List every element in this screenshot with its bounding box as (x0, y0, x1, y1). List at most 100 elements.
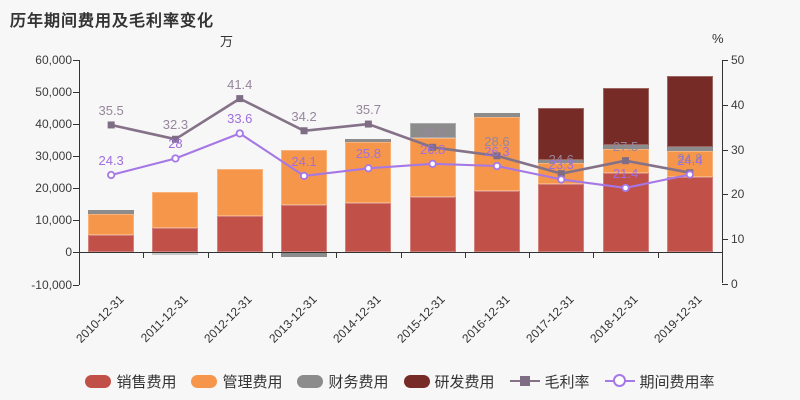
x-axis-label-2011: 2011-12-31 (137, 292, 191, 345)
bar-segment-sales-2019 (666, 176, 713, 253)
marker-gross-margin-2012 (236, 95, 244, 103)
x-axis-label-2019: 2019-12-31 (651, 292, 706, 346)
bar-segment-sales-2011 (152, 227, 199, 253)
right-axis-tick (722, 238, 728, 240)
marker-expense-ratio-2011 (171, 154, 180, 163)
value-label-gross-margin-2018: 27.5 (612, 138, 639, 154)
marker-gross-margin-2013 (300, 127, 308, 135)
bar-segment-finance-2011 (152, 252, 199, 255)
legend-item-admin[interactable]: 管理费用 (191, 371, 282, 392)
x-axis-tick (207, 252, 209, 259)
left-axis-tick (73, 220, 79, 222)
bar-segment-sales-2015 (409, 197, 456, 253)
value-label-gross-margin-2017: 24.6 (548, 151, 574, 167)
x-axis-tick (529, 252, 531, 259)
value-label-gross-margin-2011: 32.3 (162, 117, 189, 133)
bar-segment-sales-2014 (345, 202, 392, 253)
right-axis-tick (722, 194, 728, 196)
left-axis-tick (73, 92, 79, 94)
right-axis-tick (722, 60, 728, 62)
bar-segment-finance-2013 (281, 252, 328, 257)
bar-segment-sales-2013 (281, 204, 328, 253)
left-axis-tick (73, 188, 79, 190)
legend-item-expense-ratio[interactable]: 期间费用率 (604, 371, 715, 392)
marker-expense-ratio-2010 (107, 170, 116, 180)
bar-segment-sales-2018 (602, 173, 649, 253)
legend-swatch-finance (297, 374, 324, 388)
right-axis-tick-label: 30 (731, 142, 745, 157)
legend-swatch-rd (403, 374, 430, 388)
bar-segment-admin-2012 (216, 169, 263, 217)
left-axis-tick (73, 252, 79, 254)
legend-label-rd: 研发费用 (434, 373, 495, 391)
bar-segment-rd-2018 (602, 87, 649, 145)
legend-swatch-sales (85, 374, 112, 388)
bar-segment-sales-2017 (538, 184, 585, 253)
left-axis-tick-label: 0 (65, 245, 72, 260)
value-label-gross-margin-2013: 34.2 (291, 108, 317, 124)
right-axis-tick-label: 50 (731, 53, 745, 68)
legend-label-expense-ratio: 期间费用率 (639, 373, 715, 391)
value-label-expense-ratio-2014: 25.8 (355, 146, 381, 162)
value-label-expense-ratio-2012: 33.6 (227, 111, 253, 127)
legend-marker-expense-ratio (604, 374, 635, 388)
legend-item-gross-margin[interactable]: 毛利率 (509, 371, 590, 392)
value-label-gross-margin-2015: 30.5 (419, 125, 446, 141)
marker-expense-ratio-2012 (235, 129, 244, 138)
value-label-expense-ratio-2011: 28 (168, 136, 183, 152)
legend-label-admin: 管理费用 (222, 373, 283, 391)
legend-label-finance: 财务费用 (328, 373, 389, 391)
right-axis-line (722, 60, 723, 284)
x-axis-tick (336, 252, 338, 259)
value-label-gross-margin-2016: 28.6 (484, 133, 510, 149)
x-axis-tick (657, 252, 659, 259)
right-axis-tick-label: 20 (731, 187, 745, 202)
value-label-expense-ratio-2010: 24.3 (98, 152, 124, 168)
x-axis-tick (400, 252, 402, 259)
right-axis-tick (722, 104, 728, 106)
left-axis-tick-label: 60,000 (35, 53, 72, 67)
left-axis-tick-label: -10,000 (31, 277, 72, 292)
left-axis-tick-label: 20,000 (35, 181, 72, 196)
x-axis-label-2016: 2016-12-31 (458, 292, 513, 346)
value-label-expense-ratio-2015: 26.8 (419, 141, 446, 157)
x-axis-label-2012: 2012-12-31 (201, 292, 255, 346)
x-axis-label-2014: 2014-12-31 (330, 292, 384, 346)
x-axis-tick (464, 252, 466, 259)
chart-title: 历年期间费用及毛利率变化 (10, 13, 215, 30)
left-axis-tick (73, 124, 79, 126)
bar-segment-rd-2019 (666, 75, 713, 148)
left-axis-tick-label: 30,000 (35, 149, 72, 164)
x-axis-tick (593, 252, 595, 259)
value-label-gross-margin-2019: 24.8 (677, 150, 703, 166)
left-axis-unit: 万 (220, 34, 234, 49)
legend-label-sales: 销售费用 (116, 373, 177, 391)
value-label-expense-ratio-2019: 24.4 (677, 152, 703, 168)
left-axis-tick-label: 50,000 (35, 85, 72, 100)
value-label-gross-margin-2010: 35.5 (98, 102, 124, 118)
x-axis-label-2013: 2013-12-31 (265, 292, 320, 346)
legend: 销售费用 管理费用 财务费用 研发费用 毛利率 期间费用率 (0, 367, 800, 395)
bar-segment-sales-2012 (216, 216, 263, 253)
right-axis-tick (722, 283, 728, 285)
x-axis-tick (143, 252, 145, 259)
legend-item-finance[interactable]: 财务费用 (297, 371, 389, 392)
value-label-expense-ratio-2016: 26.3 (484, 144, 510, 160)
value-label-gross-margin-2012: 41.4 (227, 76, 253, 92)
marker-gross-margin-2010 (107, 121, 115, 129)
right-axis-tick-label: 40 (731, 97, 745, 112)
right-axis-tick-label: 10 (731, 231, 745, 246)
legend-label-gross-margin: 毛利率 (544, 373, 590, 391)
legend-swatch-admin (191, 374, 218, 388)
right-axis-tick (722, 149, 728, 151)
x-axis-label-2010: 2010-12-31 (73, 292, 127, 346)
x-axis-label-2015: 2015-12-31 (394, 292, 448, 346)
legend-item-rd[interactable]: 研发费用 (403, 371, 495, 392)
bar-segment-sales-2016 (473, 190, 520, 253)
legend-item-sales[interactable]: 销售费用 (85, 371, 176, 392)
x-axis-tick (722, 252, 723, 259)
x-axis-label-2018: 2018-12-31 (587, 292, 641, 346)
right-axis-tick-label: 0 (731, 276, 738, 291)
x-axis-tick (271, 252, 273, 259)
